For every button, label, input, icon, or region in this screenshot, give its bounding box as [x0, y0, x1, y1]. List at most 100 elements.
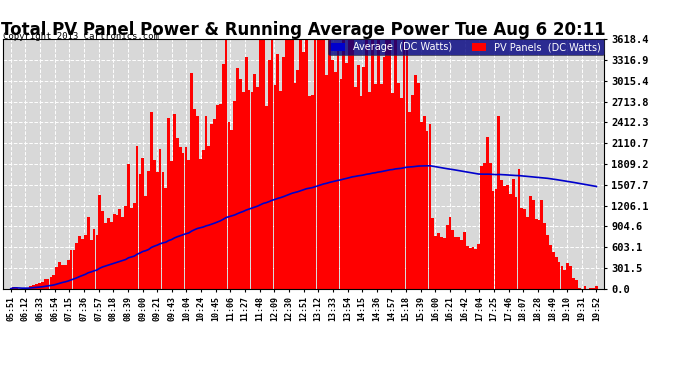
- Bar: [38, 283, 41, 289]
- Bar: [386, 39, 388, 289]
- Bar: [448, 217, 451, 289]
- Bar: [32, 285, 35, 289]
- Bar: [345, 63, 348, 289]
- Bar: [250, 92, 253, 289]
- Bar: [23, 288, 26, 289]
- Bar: [337, 48, 339, 289]
- Bar: [408, 112, 411, 289]
- Bar: [366, 39, 368, 289]
- Bar: [391, 93, 394, 289]
- Bar: [411, 96, 414, 289]
- Bar: [141, 158, 144, 289]
- Bar: [15, 288, 18, 289]
- Bar: [518, 169, 520, 289]
- Bar: [500, 180, 503, 289]
- Bar: [199, 159, 201, 289]
- Bar: [569, 266, 572, 289]
- Bar: [47, 279, 50, 289]
- Bar: [339, 80, 342, 289]
- Bar: [147, 171, 150, 289]
- Bar: [403, 39, 406, 289]
- Bar: [87, 217, 90, 289]
- Bar: [589, 288, 592, 289]
- Bar: [164, 188, 167, 289]
- Bar: [543, 223, 546, 289]
- Bar: [529, 196, 532, 289]
- Bar: [78, 236, 81, 289]
- Bar: [540, 200, 543, 289]
- Bar: [67, 260, 70, 289]
- Bar: [322, 39, 325, 289]
- Bar: [535, 219, 538, 289]
- Bar: [397, 82, 400, 289]
- Bar: [466, 246, 469, 289]
- Bar: [144, 196, 147, 289]
- Bar: [434, 236, 437, 289]
- Bar: [497, 116, 500, 289]
- Bar: [279, 91, 282, 289]
- Bar: [317, 39, 319, 289]
- Bar: [455, 237, 457, 289]
- Bar: [107, 218, 110, 289]
- Bar: [546, 236, 549, 289]
- Bar: [262, 39, 265, 289]
- Bar: [426, 131, 428, 289]
- Bar: [406, 48, 408, 289]
- Bar: [277, 54, 279, 289]
- Bar: [196, 116, 199, 289]
- Bar: [265, 106, 268, 289]
- Bar: [219, 104, 221, 289]
- Bar: [55, 267, 58, 289]
- Bar: [61, 265, 64, 289]
- Bar: [253, 74, 256, 289]
- Bar: [428, 124, 431, 289]
- Bar: [549, 245, 552, 289]
- Bar: [509, 194, 512, 289]
- Bar: [460, 240, 463, 289]
- Bar: [400, 98, 402, 289]
- Bar: [354, 87, 357, 289]
- Bar: [475, 249, 477, 289]
- Bar: [451, 230, 454, 289]
- Bar: [342, 39, 345, 289]
- Bar: [552, 252, 555, 289]
- Bar: [233, 100, 236, 289]
- Bar: [495, 189, 497, 289]
- Bar: [564, 270, 566, 289]
- Bar: [374, 84, 377, 289]
- Bar: [104, 223, 107, 289]
- Bar: [282, 57, 285, 289]
- Bar: [592, 288, 595, 289]
- Bar: [52, 275, 55, 289]
- Bar: [30, 285, 32, 289]
- Bar: [35, 284, 38, 289]
- Bar: [70, 251, 72, 289]
- Bar: [193, 109, 196, 289]
- Bar: [457, 237, 460, 289]
- Bar: [423, 116, 426, 289]
- Bar: [446, 225, 448, 289]
- Bar: [239, 79, 241, 289]
- Bar: [319, 39, 322, 289]
- Bar: [64, 265, 67, 289]
- Bar: [136, 146, 139, 289]
- Bar: [112, 214, 115, 289]
- Bar: [242, 92, 245, 289]
- Bar: [213, 120, 216, 289]
- Bar: [325, 75, 328, 289]
- Bar: [259, 39, 262, 289]
- Bar: [81, 240, 84, 289]
- Bar: [480, 166, 483, 289]
- Bar: [520, 208, 523, 289]
- Bar: [167, 118, 170, 289]
- Bar: [150, 112, 152, 289]
- Bar: [348, 39, 351, 289]
- Bar: [124, 206, 127, 289]
- Bar: [310, 95, 313, 289]
- Bar: [308, 96, 310, 289]
- Bar: [362, 68, 365, 289]
- Bar: [121, 217, 124, 289]
- Bar: [523, 209, 526, 289]
- Bar: [208, 147, 210, 289]
- Bar: [156, 172, 159, 289]
